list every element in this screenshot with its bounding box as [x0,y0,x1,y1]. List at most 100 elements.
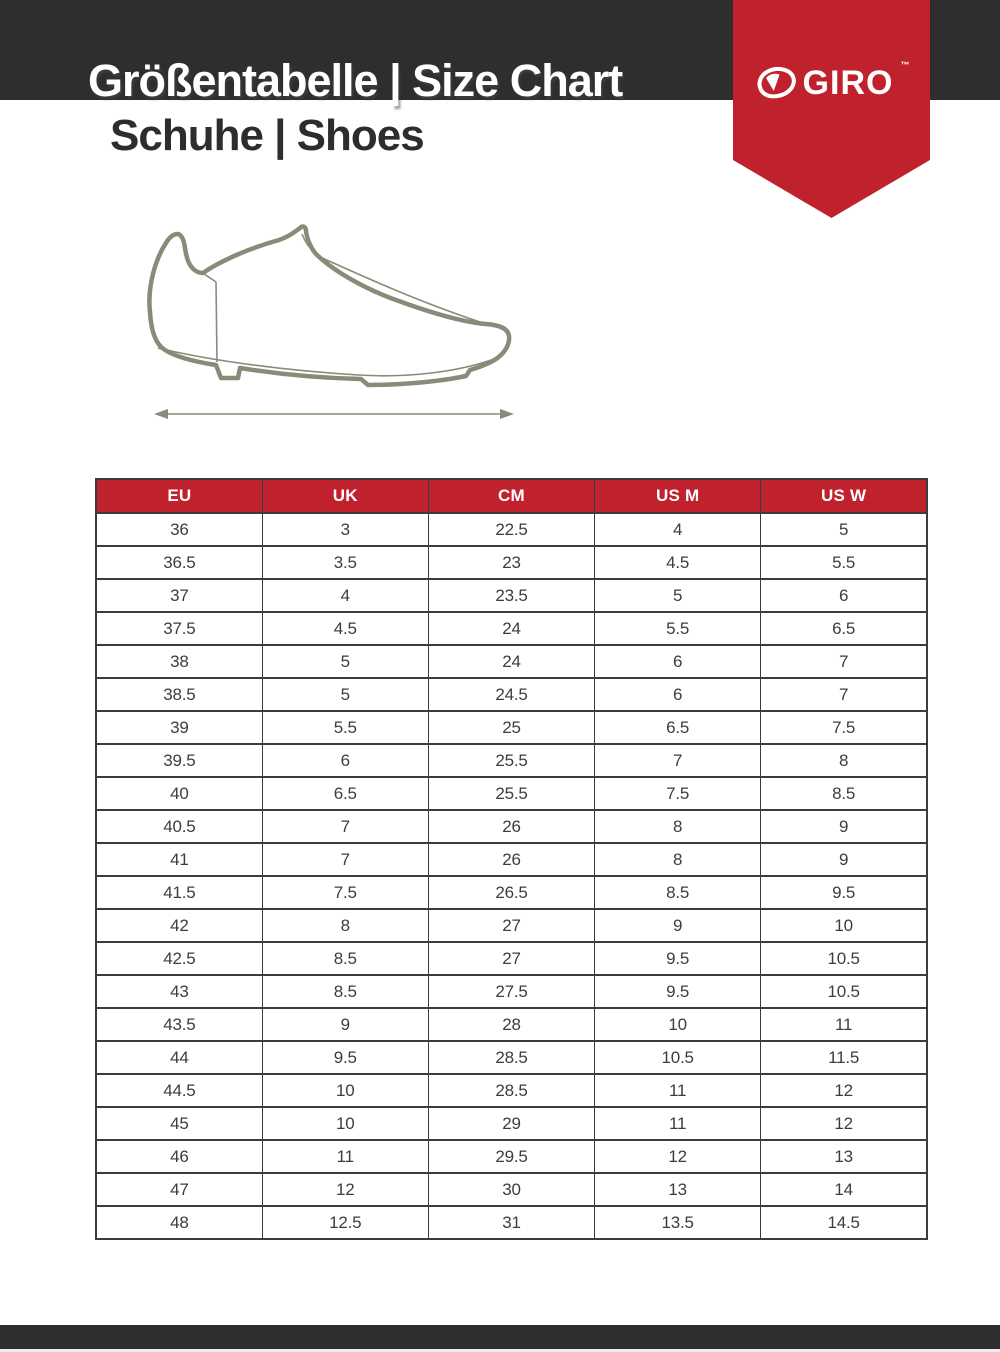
page-subtitle: Schuhe | Shoes [110,111,425,160]
size-cell: 28 [427,1007,596,1042]
table-row: 43.5 9 28 10 11 [95,1007,928,1042]
size-cell: 8 [594,842,762,877]
size-table: EU UK CM US M US W 36 3 22.5 4 5 36.5 3.5 23 4.5… [95,478,928,1240]
size-table-head: EU UK CM US M US W [95,478,928,514]
size-cell: 5 [594,578,762,613]
size-cell: 36.5 [95,545,263,580]
header-row: EU UK CM US M US W [95,478,928,514]
size-cell: 24 [427,611,596,646]
table-row: 44.5 10 28.5 11 12 [95,1073,928,1108]
giro-logo-text: GIRO [802,64,894,102]
table-row: 38.5 5 24.5 6 7 [95,677,928,712]
size-cell: 8 [594,809,762,844]
size-cell: 11 [261,1139,429,1174]
size-cell: 39 [95,710,263,745]
size-cell: 41 [95,842,263,877]
size-cell: 11 [760,1007,928,1042]
table-row: 47 12 30 13 14 [95,1172,928,1207]
size-cell: 24.5 [427,677,596,712]
size-cell: 8.5 [261,974,429,1009]
size-cell: 43 [95,974,263,1009]
size-cell: 13.5 [594,1205,762,1240]
size-table-body: 36 3 22.5 4 5 36.5 3.5 23 4.5 5.5 37 4 23.5 5 6 37.5 4.5… [95,512,928,1240]
size-cell: 42 [95,908,263,943]
size-cell: 24 [427,644,596,679]
size-cell: 37 [95,578,263,613]
size-cell: 4 [261,578,429,613]
footer-strip [0,1349,1000,1352]
footer-bar [0,1325,1000,1349]
table-row: 37.5 4.5 24 5.5 6.5 [95,611,928,646]
size-cell: 6 [594,644,762,679]
size-cell: 14.5 [760,1205,928,1240]
col-header-cm: CM [427,478,596,514]
table-row: 37 4 23.5 5 6 [95,578,928,613]
length-double-arrow-icon [154,409,514,419]
table-row: 43 8.5 27.5 9.5 10.5 [95,974,928,1009]
size-cell: 36 [95,512,263,547]
giro-logo: GIRO ™ [733,60,930,102]
size-cell: 46 [95,1139,263,1174]
size-cell: 6 [261,743,429,778]
trademark-symbol: ™ [900,60,910,70]
size-cell: 27 [427,908,596,943]
size-cell: 22.5 [427,512,596,547]
table-row: 40 6.5 25.5 7.5 8.5 [95,776,928,811]
size-cell: 12 [594,1139,762,1174]
size-cell: 48 [95,1205,263,1240]
size-cell: 41.5 [95,875,263,910]
size-cell: 29.5 [427,1139,596,1174]
table-row: 40.5 7 26 8 9 [95,809,928,844]
table-row: 39.5 6 25.5 7 8 [95,743,928,778]
size-cell: 23 [427,545,596,580]
size-cell: 7.5 [760,710,928,745]
size-cell: 6 [760,578,928,613]
table-row: 36.5 3.5 23 4.5 5.5 [95,545,928,580]
size-cell: 10 [760,908,928,943]
size-cell: 7 [594,743,762,778]
size-cell: 5 [760,512,928,547]
size-cell: 6.5 [760,611,928,646]
size-cell: 45 [95,1106,263,1141]
giro-eye-icon [757,67,796,99]
table-row: 38 5 24 6 7 [95,644,928,679]
size-cell: 8 [760,743,928,778]
size-cell: 44 [95,1040,263,1075]
size-cell: 10 [261,1073,429,1108]
size-cell: 11 [594,1073,762,1108]
size-cell: 4.5 [594,545,762,580]
size-cell: 6.5 [261,776,429,811]
size-cell: 40.5 [95,809,263,844]
shoe-side-view-icon [147,224,514,419]
size-cell: 42.5 [95,941,263,976]
size-cell: 37.5 [95,611,263,646]
table-row: 42 8 27 9 10 [95,908,928,943]
size-cell: 12 [760,1106,928,1141]
size-cell: 6 [594,677,762,712]
size-cell: 8 [261,908,429,943]
size-cell: 26 [427,842,596,877]
size-cell: 10.5 [760,941,928,976]
size-cell: 7 [760,677,928,712]
size-cell: 3.5 [261,545,429,580]
size-cell: 9.5 [594,974,762,1009]
size-cell: 7.5 [261,875,429,910]
table-row: 44 9.5 28.5 10.5 11.5 [95,1040,928,1075]
size-cell: 10.5 [760,974,928,1009]
size-cell: 10 [594,1007,762,1042]
size-cell: 7 [261,842,429,877]
size-cell: 9.5 [594,941,762,976]
size-cell: 13 [594,1172,762,1207]
table-row: 46 11 29.5 12 13 [95,1139,928,1174]
size-cell: 11 [594,1106,762,1141]
table-row: 42.5 8.5 27 9.5 10.5 [95,941,928,976]
table-row: 45 10 29 11 12 [95,1106,928,1141]
size-cell: 28.5 [427,1040,596,1075]
size-cell: 5.5 [760,545,928,580]
size-cell: 23.5 [427,578,596,613]
size-cell: 5 [261,677,429,712]
size-cell: 38.5 [95,677,263,712]
size-cell: 5.5 [261,710,429,745]
size-cell: 40 [95,776,263,811]
